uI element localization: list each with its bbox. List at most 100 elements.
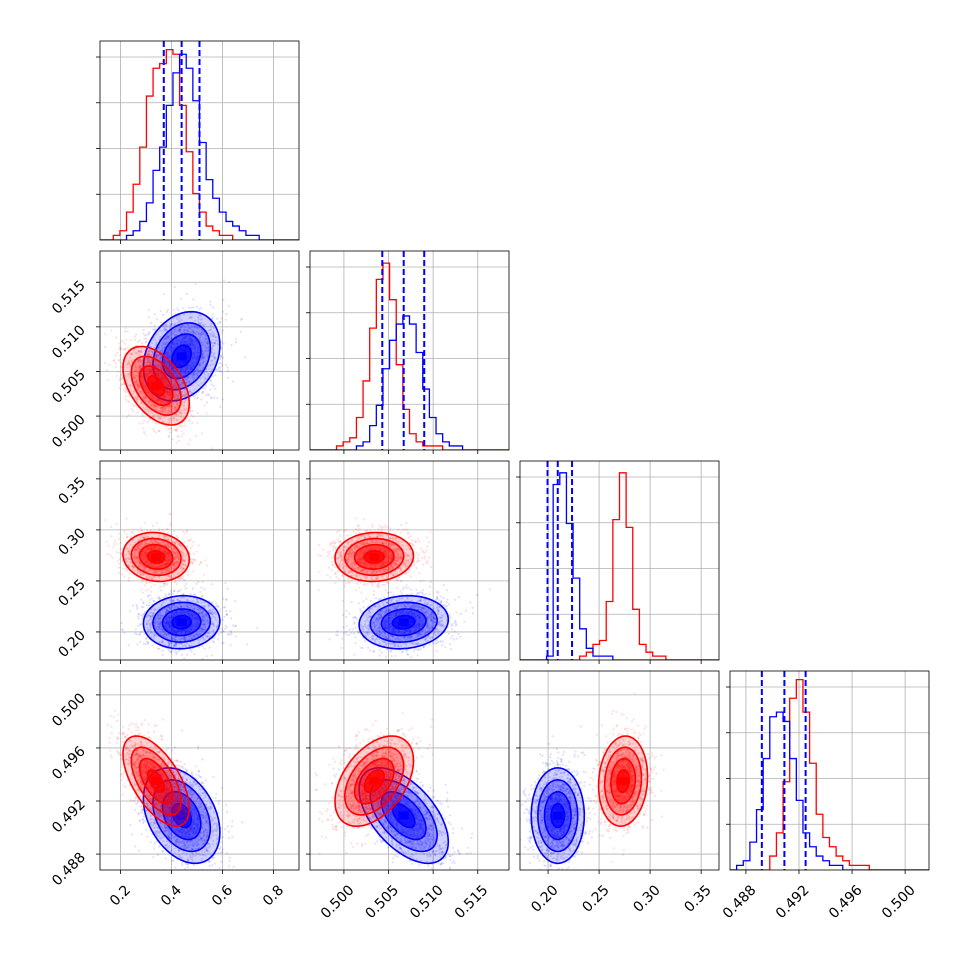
density-peak-blue	[398, 811, 409, 820]
y-tick-label: 0.25	[55, 576, 88, 609]
contour-red	[146, 768, 166, 794]
panel-3-0	[99, 670, 300, 871]
histogram-red	[520, 472, 719, 660]
x-tick-label: 0.488	[720, 882, 760, 922]
x-tick-label: 0.515	[452, 882, 492, 922]
panel-content	[730, 671, 929, 870]
histogram-blue	[520, 472, 719, 660]
contour-blue	[380, 790, 427, 841]
y-tick-label: 0.500	[49, 690, 89, 730]
axes-frame	[99, 40, 300, 241]
contour-red	[597, 735, 649, 828]
panel-3-3	[726, 670, 930, 871]
contour-red	[146, 375, 166, 397]
contour-red	[130, 746, 182, 816]
density-peak-red	[369, 552, 380, 561]
density-peak-blue	[398, 618, 409, 627]
contour-red	[122, 345, 191, 426]
contour-blue	[152, 778, 212, 853]
contour-blue	[171, 344, 192, 369]
y-tick-label: 0.505	[49, 367, 89, 407]
axes-frame	[99, 670, 300, 871]
contour-red	[334, 735, 415, 828]
axes-frame	[519, 460, 720, 661]
axes-frame	[309, 250, 510, 451]
contour-blue	[161, 608, 202, 637]
x-tick-label: 0.6	[209, 882, 236, 909]
y-tick-label: 0.30	[55, 525, 88, 558]
panel-0-0	[96, 40, 300, 241]
contour-red	[353, 543, 395, 570]
contour-red	[334, 531, 415, 583]
y-tick-label: 0.488	[49, 850, 89, 890]
y-tick-label: 0.515	[49, 278, 89, 318]
y-tick-label: 0.500	[49, 412, 89, 452]
histogram-red	[100, 48, 299, 240]
y-tick-label: 0.35	[55, 474, 88, 507]
x-tick-label: 0.20	[528, 882, 561, 915]
panel-2-1	[309, 460, 510, 661]
panel-1-0	[99, 250, 300, 451]
panel-content	[520, 671, 719, 870]
density-peak-red	[369, 777, 380, 786]
contour-red	[146, 550, 166, 564]
contour-blue	[543, 790, 572, 841]
y-tick-label: 0.492	[49, 797, 89, 837]
contour-blue	[358, 594, 450, 650]
contour-red	[343, 537, 405, 577]
x-tick-label: 0.500	[318, 882, 358, 922]
histogram-blue	[100, 53, 299, 240]
contour-red	[616, 768, 630, 794]
contour-red	[603, 746, 643, 816]
panel-content	[100, 41, 299, 240]
density-peak-red	[618, 777, 629, 786]
x-tick-label: 0.4	[158, 882, 185, 909]
panel-content	[310, 251, 509, 450]
density-peak-blue	[176, 618, 187, 627]
contour-red	[122, 531, 191, 583]
density-peak-blue	[176, 352, 187, 361]
contour-red	[138, 757, 174, 805]
histogram-blue	[310, 315, 509, 450]
x-tick-label: 0.492	[773, 882, 813, 922]
axes-frame	[519, 670, 720, 871]
histogram-red	[730, 678, 929, 870]
x-tick-label: 0.510	[407, 882, 447, 922]
contour-red	[363, 550, 385, 564]
panel-content	[520, 461, 719, 660]
panel-3-2	[519, 670, 720, 871]
contour-blue	[391, 614, 416, 630]
panel-2-0	[99, 460, 300, 661]
contour-blue	[171, 614, 192, 630]
x-tick-label: 0.500	[879, 882, 919, 922]
axes-frame	[729, 670, 930, 871]
density-peak-red	[151, 381, 162, 390]
contour-blue	[369, 778, 439, 853]
panel-3-1	[309, 670, 510, 871]
contour-blue	[142, 767, 221, 865]
contour-red	[130, 537, 182, 577]
contour-red	[343, 746, 405, 816]
panel-content	[100, 671, 299, 870]
x-tick-label: 0.505	[362, 882, 402, 922]
contour-red	[138, 543, 174, 571]
contour-blue	[152, 322, 212, 391]
contour-blue	[530, 766, 586, 865]
contour-blue	[369, 601, 439, 643]
x-tick-label: 0.30	[630, 882, 663, 915]
x-tick-label: 0.25	[579, 882, 612, 915]
density-peak-red	[151, 777, 162, 786]
histogram-blue	[730, 711, 929, 870]
contour-blue	[550, 802, 566, 829]
axes-frame	[309, 670, 510, 871]
contour-red	[138, 365, 174, 407]
panel-1-1	[306, 250, 510, 451]
density-peak-blue	[176, 811, 187, 820]
x-tick-label: 0.496	[826, 882, 866, 922]
contour-blue	[380, 608, 427, 637]
x-tick-label: 0.8	[260, 882, 287, 909]
panel-content	[310, 671, 509, 870]
density-peak-red	[151, 552, 162, 561]
panel-2-2	[516, 460, 720, 661]
axes-frame	[309, 460, 510, 661]
